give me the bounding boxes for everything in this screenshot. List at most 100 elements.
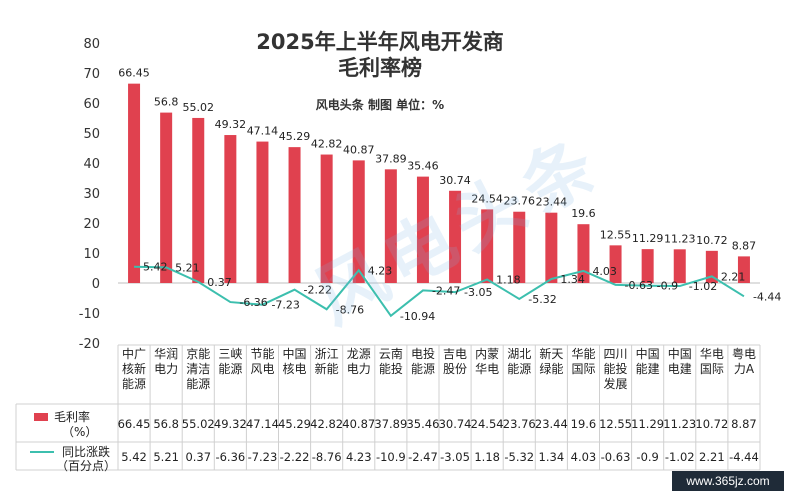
table-value-margin: 23.44	[535, 417, 568, 431]
category-label: 内蒙	[475, 347, 499, 361]
bar-value-label: 30.74	[439, 174, 471, 187]
table-value-margin: 40.87	[342, 417, 375, 431]
category-label: 电建	[668, 362, 692, 376]
table-value-yoy: -2.22	[280, 450, 310, 464]
bar-value-label: 55.02	[183, 101, 215, 114]
legend-line-label: （百分点）	[56, 459, 116, 473]
y-tick-label: 0	[92, 277, 100, 292]
line-value-label: -7.23	[271, 299, 299, 312]
bar-value-label: 12.55	[600, 228, 632, 241]
category-label: 能源	[186, 377, 210, 391]
category-label: 国际	[700, 362, 724, 376]
table-value-yoy: 4.23	[346, 450, 372, 464]
category-label: 云南	[379, 346, 403, 361]
bar	[416, 176, 429, 283]
yoy-line	[134, 265, 745, 318]
category-label: 华电	[475, 362, 499, 376]
line-value-label: 1.18	[496, 273, 521, 286]
bar-value-label: 66.45	[118, 67, 150, 80]
category-label: 国际	[571, 362, 595, 376]
category-label: 风电	[250, 362, 274, 376]
table-value-margin: 11.29	[631, 417, 664, 431]
table-value-margin: 55.02	[182, 417, 215, 431]
line-value-label: -8.76	[336, 303, 364, 316]
bar	[513, 211, 526, 283]
table-value-yoy: -3.05	[440, 450, 470, 464]
legend-bar-label: （%）	[62, 425, 97, 439]
bar-value-label: 10.72	[696, 234, 728, 247]
category-label: 发展	[604, 376, 628, 391]
category-label: 核新	[122, 361, 146, 376]
y-tick-label: 10	[83, 247, 100, 262]
category-label: 股份	[443, 362, 467, 376]
category-label: 能源	[122, 377, 146, 391]
table-value-margin: 45.29	[278, 417, 311, 431]
table-value-margin: 10.72	[695, 417, 728, 431]
line-value-label: 5.21	[175, 261, 200, 274]
category-label: 电力	[154, 362, 178, 376]
line-value-label: 0.37	[207, 276, 232, 289]
category-label: 京能	[186, 347, 210, 361]
bar	[384, 169, 397, 283]
line-value-label: -2.47	[432, 284, 460, 297]
category-label: 粤电	[732, 346, 756, 361]
y-tick-label: 30	[83, 187, 100, 202]
line-value-label: -0.9	[657, 280, 678, 293]
category-label: 力A	[734, 362, 755, 376]
category-label: 核电	[283, 362, 307, 376]
bar-value-label: 42.82	[311, 138, 343, 151]
category-label: 中广	[122, 346, 146, 361]
bar-value-label: 19.6	[571, 207, 596, 220]
bar	[641, 249, 654, 283]
table-value-yoy: -2.47	[408, 450, 438, 464]
table-value-margin: 37.89	[374, 417, 407, 431]
line-value-label: 4.23	[368, 264, 393, 277]
bar	[481, 209, 494, 283]
y-tick-label: -10	[79, 307, 100, 322]
table-value-yoy: -0.9	[636, 450, 658, 464]
line-value-label: -0.63	[625, 279, 653, 292]
category-label: 节能	[250, 347, 274, 361]
category-label: 能投	[604, 361, 628, 376]
table-value-yoy: 0.37	[185, 450, 211, 464]
bar-value-label: 11.29	[632, 232, 664, 245]
table-value-yoy: -1.02	[665, 450, 695, 464]
bar	[160, 112, 173, 283]
bar	[673, 249, 686, 283]
table-value-yoy: -7.23	[248, 450, 278, 464]
bar-value-label: 23.44	[536, 196, 568, 209]
table-value-margin: 8.87	[731, 417, 757, 431]
table-value-yoy: 1.18	[474, 450, 500, 464]
table-value-margin: 11.23	[663, 417, 696, 431]
table-value-yoy: 1.34	[539, 450, 565, 464]
bar-value-label: 37.89	[375, 152, 407, 165]
line-value-label: 1.34	[560, 273, 585, 286]
bar-value-label: 49.32	[215, 118, 247, 131]
category-label: 华能	[571, 347, 595, 361]
category-label: 中国	[636, 346, 660, 361]
bar	[320, 154, 333, 283]
bar	[545, 212, 558, 283]
table-value-margin: 30.74	[439, 417, 472, 431]
y-tick-label: 40	[83, 157, 100, 172]
bar	[288, 147, 301, 283]
bar	[128, 83, 141, 284]
category-label: 新天	[539, 346, 563, 361]
table-value-yoy: 2.21	[699, 450, 725, 464]
y-tick-label: 20	[83, 217, 100, 232]
category-label: 清洁	[186, 362, 210, 376]
bar-value-label: 35.46	[407, 160, 439, 173]
line-value-label: -10.94	[400, 310, 435, 323]
bar	[256, 141, 269, 283]
table-value-margin: 12.55	[599, 417, 632, 431]
table-value-yoy: -10.9	[376, 450, 406, 464]
table-value-margin: 23.76	[503, 417, 536, 431]
category-label: 能源	[411, 362, 435, 376]
bar	[577, 224, 590, 283]
y-tick-label: 70	[83, 67, 100, 82]
category-label: 能投	[379, 361, 403, 376]
table-value-yoy: -0.63	[601, 450, 631, 464]
category-label: 龙源	[347, 347, 371, 361]
line-value-label: -4.44	[753, 290, 781, 303]
line-value-label: -5.32	[528, 293, 556, 306]
